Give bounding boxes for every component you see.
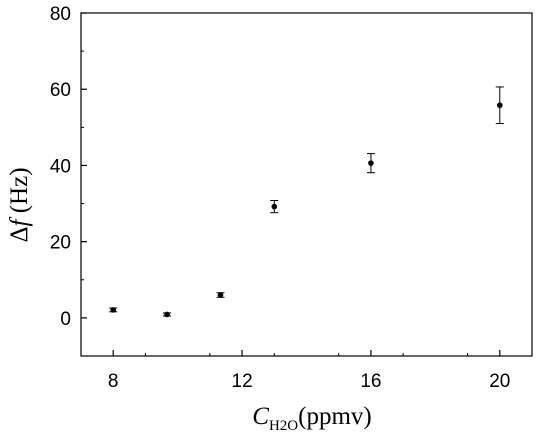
data-point bbox=[368, 160, 374, 166]
data-point-group bbox=[216, 292, 225, 298]
x-tick-label: 16 bbox=[360, 371, 381, 392]
data-point-group bbox=[109, 307, 118, 313]
plot-frame bbox=[80, 12, 533, 357]
axes bbox=[80, 12, 533, 357]
data-point-group bbox=[366, 153, 375, 174]
ticks: 8 12 16 20 0 20 40 60 80 bbox=[50, 4, 533, 392]
y-axis-title: Δf (Hz) bbox=[6, 167, 33, 242]
x-tick-label: 20 bbox=[489, 371, 510, 392]
data-point bbox=[164, 311, 170, 318]
x-tick-label: 12 bbox=[232, 371, 253, 392]
y-tick-label: 40 bbox=[50, 156, 71, 177]
data-point-group bbox=[495, 86, 504, 125]
x-tick-label: 8 bbox=[108, 371, 119, 392]
data-point bbox=[496, 102, 503, 109]
y-tick-label: 80 bbox=[50, 4, 71, 25]
data-point bbox=[271, 203, 278, 210]
data-point-group bbox=[270, 200, 279, 214]
data-point bbox=[217, 292, 224, 298]
y-tick-label: 20 bbox=[50, 233, 71, 254]
y-tick-label: 0 bbox=[60, 309, 71, 330]
data-point bbox=[110, 307, 117, 313]
data-points bbox=[109, 86, 504, 318]
x-axis-title: CH2O(ppmv) bbox=[252, 403, 371, 434]
y-tick-label: 60 bbox=[50, 80, 71, 101]
data-point-group bbox=[163, 311, 172, 318]
